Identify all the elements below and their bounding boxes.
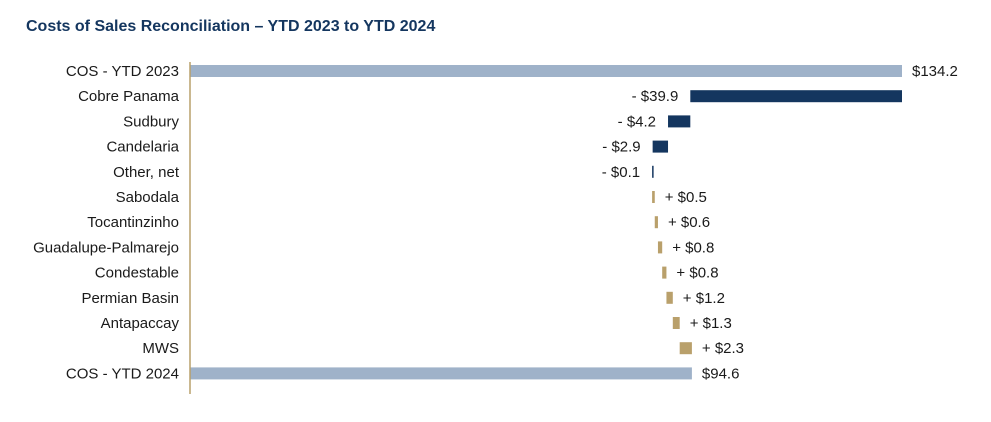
value-label-candelaria: - $2.9 [602,139,640,156]
category-label-candelaria: Candelaria [106,139,179,156]
category-label-cos-ytd-2024: COS - YTD 2024 [66,365,179,382]
bar-mws [679,342,692,355]
bar-permian-basin [666,291,673,304]
bar-cobre-panama [690,90,902,103]
value-label-condestable: + $0.8 [676,265,718,282]
category-label-condestable: Condestable [95,265,179,282]
bar-other-net [652,165,654,178]
bar-sabodala [652,191,655,203]
category-label-guadalupe-palmarejo: Guadalupe-Palmarejo [33,239,179,256]
bar-cos-ytd-2024 [190,367,692,380]
value-label-antapaccay: + $1.3 [690,315,732,332]
category-label-other-net: Other, net [113,164,180,181]
bar-sudbury [668,115,691,128]
category-label-permian-basin: Permian Basin [81,290,179,307]
value-label-tocantinzinho: + $0.6 [668,214,710,231]
value-label-cobre-panama: - $39.9 [632,88,679,105]
bar-guadalupe-palmarejo [657,241,663,254]
value-label-other-net: - $0.1 [602,164,640,181]
category-label-antapaccay: Antapaccay [101,315,180,332]
value-label-cos-ytd-2023: $134.2 [912,63,958,80]
bar-tocantinzinho [654,216,658,229]
value-label-sabodala: + $0.5 [665,189,707,206]
value-label-guadalupe-palmarejo: + $0.8 [672,239,714,256]
category-label-tocantinzinho: Tocantinzinho [87,214,179,231]
bar-antapaccay [672,317,680,329]
bar-candelaria [652,140,669,153]
value-label-permian-basin: + $1.2 [683,290,725,307]
bar-condestable [662,266,667,279]
category-label-sudbury: Sudbury [123,113,179,130]
value-label-sudbury: - $4.2 [618,113,656,130]
value-label-cos-ytd-2024: $94.6 [702,365,740,382]
bar-cos-ytd-2023 [190,65,902,77]
category-label-sabodala: Sabodala [116,189,180,206]
category-label-mws: MWS [142,340,179,357]
category-label-cos-ytd-2023: COS - YTD 2023 [66,63,179,80]
value-label-mws: + $2.3 [702,340,744,357]
chart-title: Costs of Sales Reconciliation – YTD 2023… [26,18,436,35]
category-label-cobre-panama: Cobre Panama [78,88,180,105]
